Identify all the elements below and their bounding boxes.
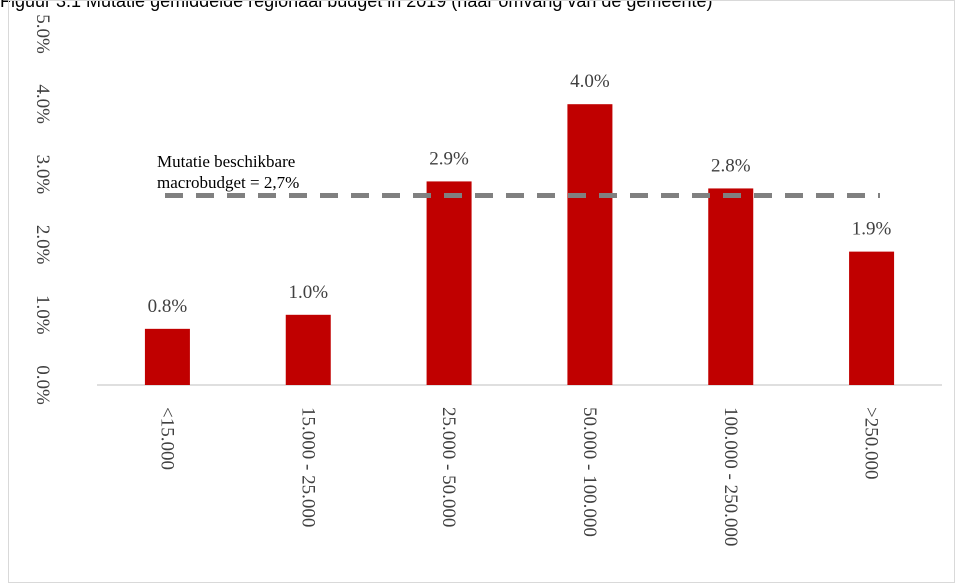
y-tick-label: 5.0% — [32, 14, 53, 54]
category-label: 50.000 - 100.000 — [579, 407, 600, 537]
reference-line-label: macrobudget = 2,7% — [157, 173, 299, 192]
bar — [426, 181, 472, 385]
bar — [144, 328, 190, 385]
data-label: 0.8% — [148, 296, 188, 317]
y-tick-label: 1.0% — [32, 295, 53, 335]
y-tick-label: 2.0% — [32, 225, 53, 265]
y-tick-label: 3.0% — [32, 155, 53, 195]
category-label: 100.000 - 250.000 — [720, 407, 741, 546]
data-label: 2.8% — [711, 155, 751, 176]
category-label: <15.000 — [156, 407, 177, 470]
bar — [285, 314, 331, 385]
bar — [708, 188, 754, 385]
data-label: 1.9% — [852, 219, 892, 240]
data-label: 4.0% — [570, 71, 610, 92]
reference-line-label: Mutatie beschikbare — [157, 152, 295, 171]
category-label: 25.000 - 50.000 — [438, 407, 459, 527]
y-tick-label: 0.0% — [32, 365, 53, 405]
chart-border — [8, 0, 955, 583]
y-tick-label: 4.0% — [32, 84, 53, 124]
chart-title: Figuur 3.1 Mutatie gemiddelde regionaal … — [0, 0, 713, 11]
bar — [849, 251, 895, 385]
bar — [567, 104, 613, 385]
data-label: 2.9% — [429, 148, 469, 169]
category-label: 15.000 - 25.000 — [297, 407, 318, 527]
data-label: 1.0% — [288, 282, 328, 303]
category-label: >250.000 — [861, 407, 882, 479]
